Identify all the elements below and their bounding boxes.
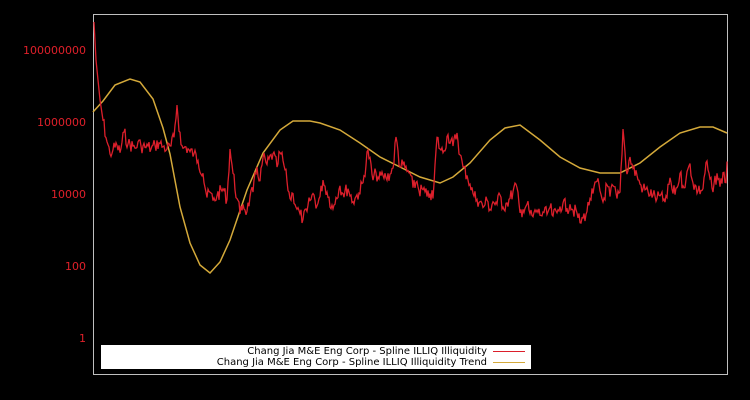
legend-item-trend: Chang Jia M&E Eng Corp - Spline ILLIQ Il… <box>217 357 525 368</box>
legend-label: Chang Jia M&E Eng Corp - Spline ILLIQ Il… <box>247 346 487 357</box>
illiquidity-line <box>93 21 728 224</box>
y-tick-label: 1 <box>79 332 86 345</box>
y-tick-label: 1000000 <box>37 116 86 129</box>
legend-label: Chang Jia M&E Eng Corp - Spline ILLIQ Il… <box>216 357 487 368</box>
legend-item-illiquidity: Chang Jia M&E Eng Corp - Spline ILLIQ Il… <box>247 346 525 357</box>
legend: Chang Jia M&E Eng Corp - Spline ILLIQ Il… <box>101 345 531 369</box>
legend-swatch-gold <box>493 362 525 363</box>
trend-line <box>92 78 728 275</box>
legend-swatch-red <box>493 351 525 352</box>
plot-frame <box>93 14 728 375</box>
y-tick-label: 100000000 <box>23 44 86 57</box>
y-tick-label: 10000 <box>51 188 86 201</box>
y-tick-label: 100 <box>65 260 86 273</box>
